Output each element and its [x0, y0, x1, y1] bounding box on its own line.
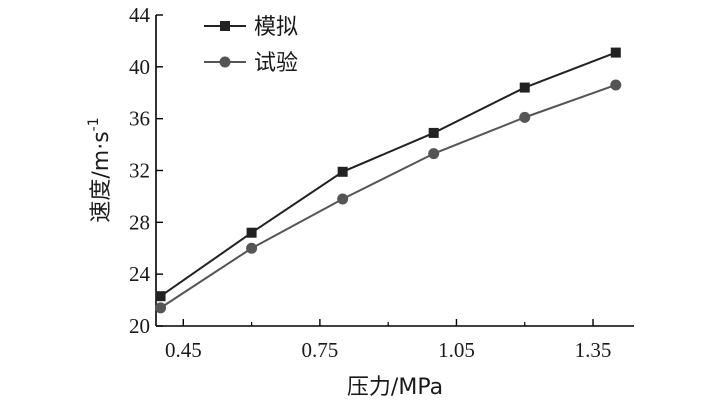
square-marker: [337, 166, 348, 177]
legend-label: 模拟: [254, 15, 298, 40]
y-tick-label: 24: [129, 262, 151, 286]
series-layer: [155, 47, 622, 314]
circle-marker: [337, 193, 349, 205]
series-line: [160, 84, 617, 309]
y-tick-label: 36: [129, 107, 150, 131]
y-tick-label: 28: [129, 210, 150, 234]
y-axis-title-group: 速度/m·s-1: [86, 117, 114, 222]
circle-marker: [428, 148, 440, 160]
x-tick-label: 0.75: [302, 338, 339, 362]
y-axis-title-main: 速度/m·s: [89, 131, 114, 222]
legend-marker: [220, 21, 230, 31]
y-tick-label: 32: [129, 159, 150, 183]
circle-marker: [155, 302, 167, 314]
circle-marker: [519, 111, 531, 123]
x-tick-label: 1.35: [575, 338, 612, 362]
y-axis-title-superscript: -1: [86, 117, 102, 131]
y-axis-title: 速度/m·s-1: [86, 117, 114, 222]
x-tick-label: 1.05: [438, 338, 475, 362]
x-axis-title: 压力/MPa: [347, 375, 443, 400]
series-2: [155, 79, 622, 314]
series-line: [159, 51, 617, 298]
y-tick-label: 40: [129, 55, 150, 79]
x-ticks: 0.45 0.75 1.05 1.35: [165, 319, 611, 362]
x-tick-label: 0.45: [165, 338, 202, 362]
legend-item: 试验: [204, 51, 298, 76]
square-marker: [610, 47, 621, 58]
square-marker: [246, 227, 257, 238]
circle-marker: [610, 79, 622, 91]
series-1: [155, 47, 621, 302]
legend-label: 试验: [254, 51, 298, 76]
y-ticks: 20 24 28 32 36 40 44: [129, 3, 163, 338]
square-marker: [155, 291, 166, 302]
circle-marker: [246, 242, 258, 254]
legend-marker: [219, 56, 231, 68]
y-tick-label: 20: [129, 314, 150, 338]
square-marker: [519, 82, 530, 93]
square-marker: [428, 127, 439, 138]
legend-item: 模拟: [204, 15, 298, 40]
y-tick-label: 44: [129, 3, 151, 27]
